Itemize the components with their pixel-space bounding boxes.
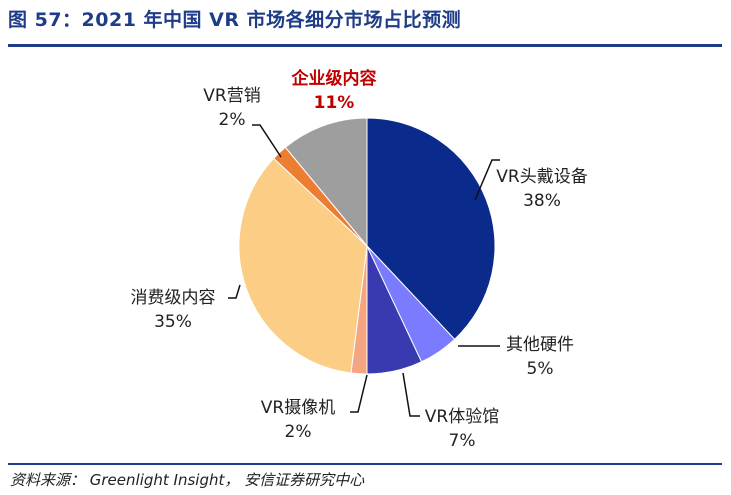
pie-slice (366, 117, 496, 341)
source-note: 资料来源： Greenlight Insight， 安信证券研究中心 (10, 471, 365, 489)
slice-label: 其他硬件 (506, 335, 574, 355)
slice-value-label: 11% (314, 93, 355, 113)
source-rule (8, 463, 722, 465)
slice-label: VR体验馆 (425, 407, 499, 427)
slice-value-label: 2% (219, 110, 246, 130)
slice-label: VR摄像机 (261, 398, 335, 418)
slice-value-label: 5% (527, 359, 554, 379)
slice-value-label: 7% (449, 431, 476, 451)
pie-slice (238, 157, 368, 374)
leader-line (252, 124, 282, 158)
pie-chart: VR头戴设备 38% 其他硬件 5% VR体验馆 7% VR摄像机 2% 消费级内容 35% VR营… (131, 68, 588, 451)
figure-title: 图 57：2021 年中国 VR 市场各细分市场占比预测 (8, 9, 462, 31)
slice-label: VR营销 (203, 86, 260, 106)
slice-label: 消费级内容 (131, 288, 216, 308)
slice-label: VR头戴设备 (496, 167, 587, 187)
slice-label: 企业级内容 (291, 68, 377, 89)
title-rule (8, 44, 722, 47)
leader-line (402, 372, 420, 417)
slice-value-label: 38% (523, 191, 561, 211)
slice-value-label: 2% (285, 422, 312, 442)
slice-value-label: 35% (154, 312, 192, 332)
pie-slice (284, 117, 368, 248)
leader-line (474, 159, 500, 201)
leader-line (350, 374, 368, 413)
leader-line (228, 284, 241, 299)
